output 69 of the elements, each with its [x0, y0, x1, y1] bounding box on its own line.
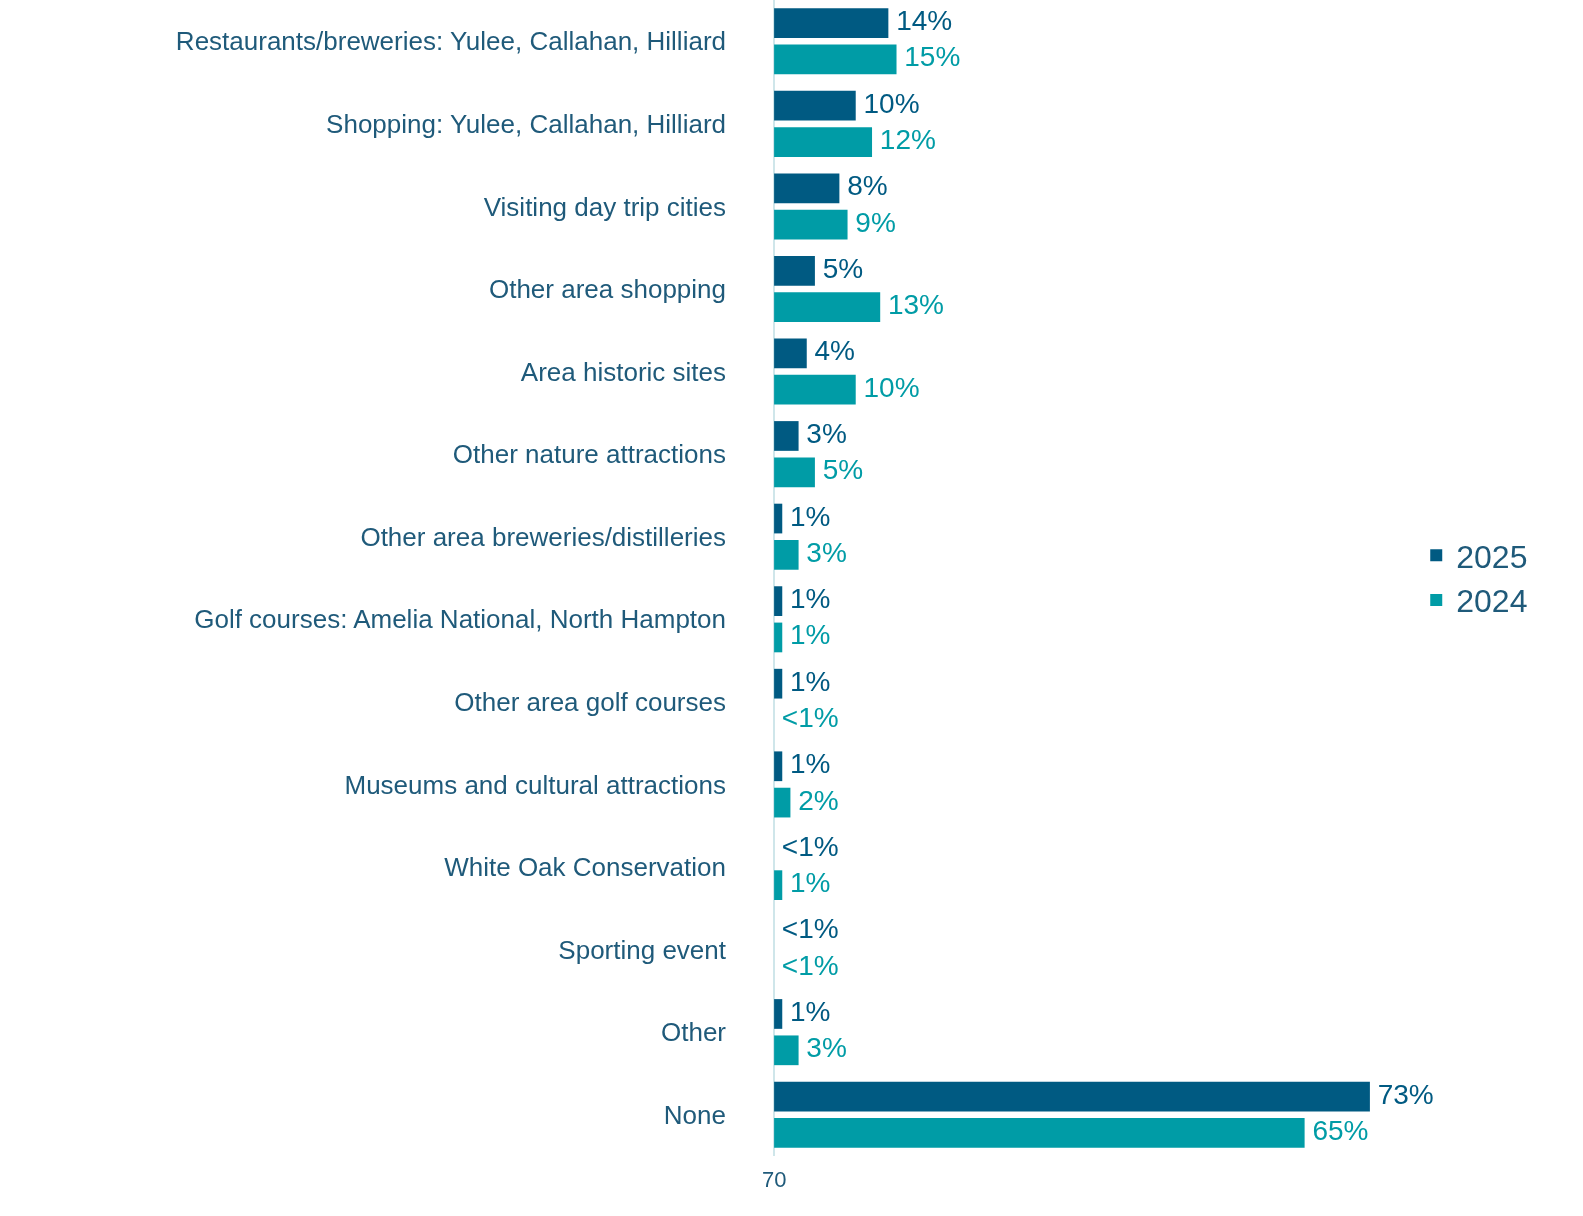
- bar: [774, 127, 873, 157]
- data-label: 73%: [1369, 1078, 1434, 1110]
- legend-label: 2024: [1456, 583, 1528, 620]
- legend-label: 2025: [1456, 538, 1528, 575]
- y-tick-label: Sporting event: [558, 934, 727, 965]
- y-tick-label: Other area golf courses: [454, 686, 726, 717]
- bar: [774, 586, 783, 616]
- data-label: 1%: [782, 583, 831, 615]
- data-label: 1%: [782, 867, 831, 899]
- y-tick-label: None: [663, 1099, 726, 1130]
- data-label: 8%: [839, 170, 888, 202]
- data-label: 10%: [855, 371, 920, 403]
- text: <1%: [781, 702, 839, 734]
- bar: [774, 787, 791, 818]
- y-tick-label: Museums and cultural attractions: [344, 769, 726, 800]
- y-tick-label: Golf courses: Amelia National, North Hampton: [194, 604, 726, 635]
- bar: [774, 421, 799, 451]
- data-label: 9%: [847, 206, 896, 238]
- text: <1%: [781, 913, 839, 945]
- bar: [774, 870, 783, 901]
- bar: [774, 1081, 1370, 1112]
- y-tick-label: Visiting day trip cities: [483, 191, 726, 222]
- data-label: 1%: [782, 500, 831, 532]
- data-label: 1%: [782, 619, 831, 651]
- data-label: 5%: [814, 454, 864, 486]
- text: <1%: [781, 949, 839, 981]
- data-label: 1%: [782, 995, 831, 1027]
- data-label: 4%: [806, 335, 855, 367]
- bar: [774, 90, 856, 121]
- bar: [774, 255, 815, 286]
- bar: [774, 209, 848, 240]
- bar: [774, 292, 881, 323]
- bar: [774, 668, 783, 699]
- bar: [774, 8, 889, 38]
- text: 70: [762, 1167, 787, 1192]
- y-tick-label: Other area breweries/distilleries: [360, 521, 726, 552]
- bar: [774, 1118, 1305, 1148]
- data-label: 12%: [872, 124, 936, 156]
- y-tick-label: Area historic sites: [520, 356, 726, 387]
- data-label: 10%: [855, 87, 920, 119]
- data-label: 3%: [798, 536, 847, 568]
- bar: [774, 751, 783, 782]
- data-label: 1%: [782, 748, 831, 780]
- bar: [774, 1035, 799, 1066]
- bar: [774, 173, 840, 204]
- data-label: 2%: [790, 784, 839, 816]
- data-label: 3%: [798, 417, 847, 449]
- data-label: 65%: [1304, 1114, 1369, 1146]
- bar: [774, 44, 897, 75]
- y-tick-label: Other area shopping: [488, 274, 726, 305]
- y-tick-label: Other nature attractions: [452, 439, 726, 470]
- data-label: 14%: [888, 5, 953, 37]
- data-label: 1%: [782, 665, 831, 697]
- bar: [774, 622, 783, 653]
- bar: [774, 374, 856, 405]
- y-tick-label: Restaurants/breweries: Yulee, Callahan, Hilliard: [175, 26, 726, 57]
- data-label: 13%: [880, 289, 945, 321]
- y-tick-label: White Oak Conservation: [444, 852, 726, 883]
- data-label: 15%: [896, 41, 961, 73]
- y-tick-label: Other: [660, 1017, 727, 1048]
- data-label: 3%: [798, 1032, 847, 1064]
- bar: [774, 457, 815, 488]
- text: <1%: [781, 830, 839, 862]
- bar: [774, 540, 799, 570]
- y-tick-label: Shopping: Yulee, Callahan, Hilliard: [326, 108, 726, 139]
- bar: [774, 999, 783, 1029]
- bar: [774, 338, 807, 369]
- bar: [774, 503, 783, 534]
- data-label: 5%: [814, 252, 864, 284]
